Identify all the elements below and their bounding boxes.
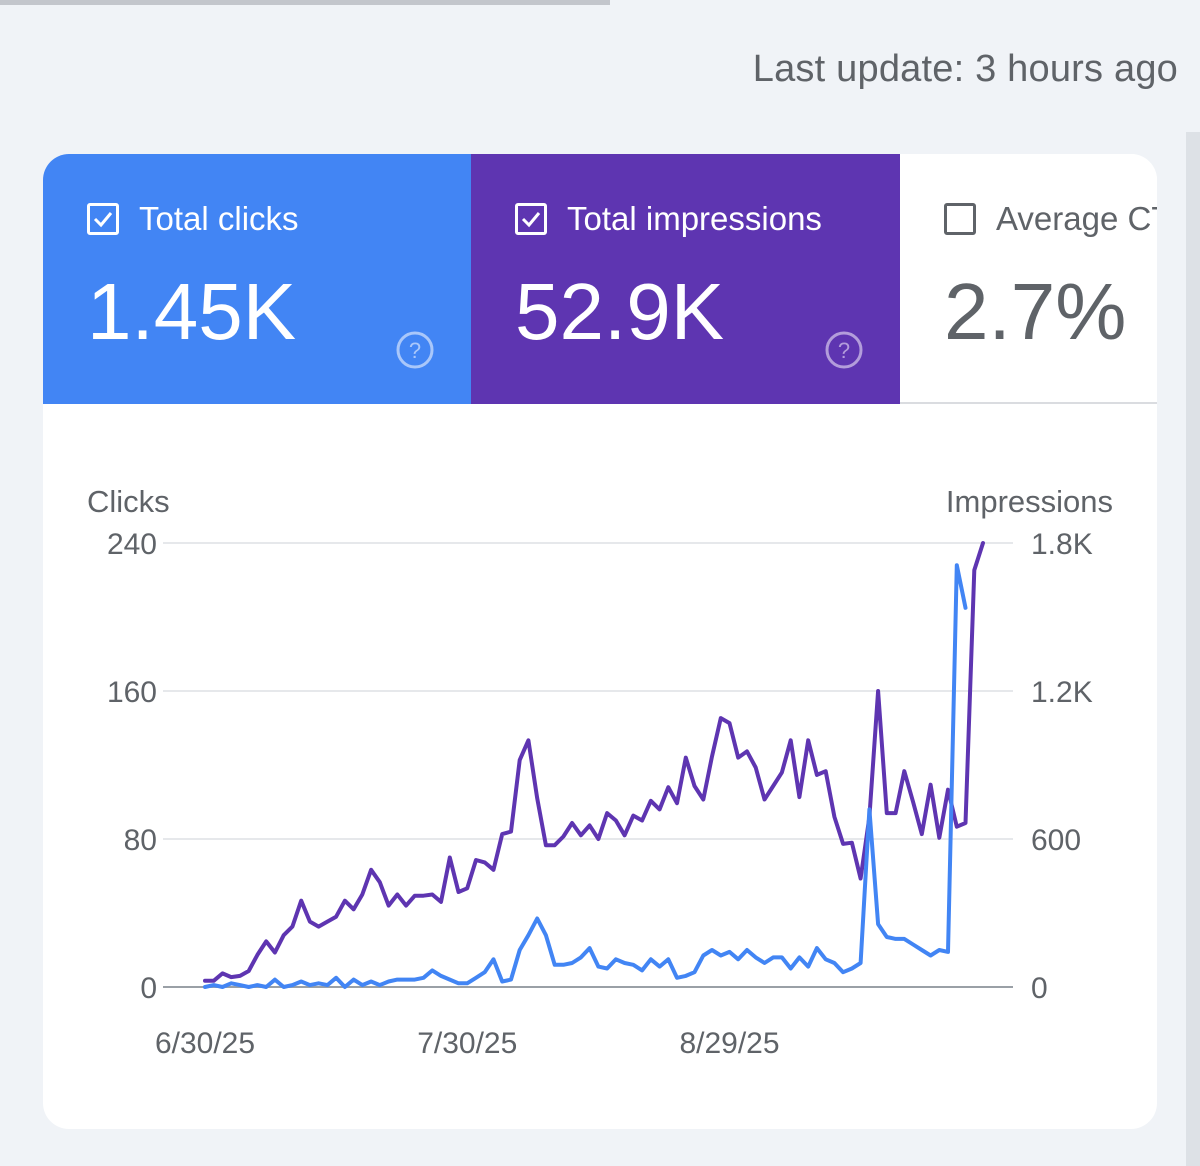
right-axis-title: Impressions <box>945 484 1113 519</box>
total-clicks-label: Total clicks <box>139 200 299 237</box>
x-axis-tick-label: 8/29/25 <box>679 1027 779 1060</box>
x-axis-tick-label: 6/30/25 <box>155 1027 255 1060</box>
svg-text:?: ? <box>838 338 850 363</box>
checked-checkbox-icon[interactable] <box>515 203 547 235</box>
left-axis-title: Clicks <box>87 484 170 519</box>
help-icon[interactable]: ? <box>395 330 435 370</box>
checked-checkbox-icon[interactable] <box>87 203 119 235</box>
chart-canvas: 240 1.8K 160 1.2K 80 600 0 0 6/30/25 7/30/25 8/29/… <box>107 528 1093 1060</box>
svg-text:?: ? <box>409 338 421 363</box>
adjacent-panel-edge <box>1186 132 1200 1166</box>
average-ctr-value: 2.7% <box>944 267 1127 356</box>
performance-chart: Clicks Impressions 240 1.8K 160 1.2K 80 600 0 0… <box>43 404 1157 1129</box>
x-axis-tick-label: 7/30/25 <box>417 1027 517 1060</box>
average-ctr-tile[interactable]: Average CTR 2.7% <box>900 154 1157 404</box>
total-impressions-value: 52.9K <box>515 267 725 356</box>
total-impressions-label: Total impressions <box>567 200 822 237</box>
left-axis-tick-label: 80 <box>124 824 157 857</box>
performance-card: Total clicks 1.45K ? Total impressions 5… <box>43 154 1157 1129</box>
left-axis-tick-label: 0 <box>140 972 157 1005</box>
last-update-text: Last update: 3 hours ago <box>752 48 1178 90</box>
average-ctr-label: Average CTR <box>996 200 1157 237</box>
total-clicks-tile[interactable]: Total clicks 1.45K ? <box>43 154 471 404</box>
right-axis-tick-label: 1.2K <box>1031 676 1093 709</box>
left-axis-tick-label: 240 <box>107 528 157 561</box>
top-scroll-indicator <box>0 0 610 5</box>
total-clicks-value: 1.45K <box>87 267 297 356</box>
unchecked-checkbox-icon[interactable] <box>944 203 976 235</box>
help-icon[interactable]: ? <box>824 330 864 370</box>
left-axis-tick-label: 160 <box>107 676 157 709</box>
total-impressions-header: Total impressions <box>515 200 822 238</box>
clicks-series-line <box>203 563 968 989</box>
average-ctr-header: Average CTR <box>944 200 1157 238</box>
right-axis-tick-label: 0 <box>1031 972 1048 1005</box>
right-axis-tick-label: 1.8K <box>1031 528 1093 561</box>
total-clicks-header: Total clicks <box>87 200 299 238</box>
right-axis-tick-label: 600 <box>1031 824 1081 857</box>
total-impressions-tile[interactable]: Total impressions 52.9K ? <box>471 154 900 404</box>
metric-tiles: Total clicks 1.45K ? Total impressions 5… <box>43 154 1157 404</box>
impressions-series-line <box>203 541 985 983</box>
